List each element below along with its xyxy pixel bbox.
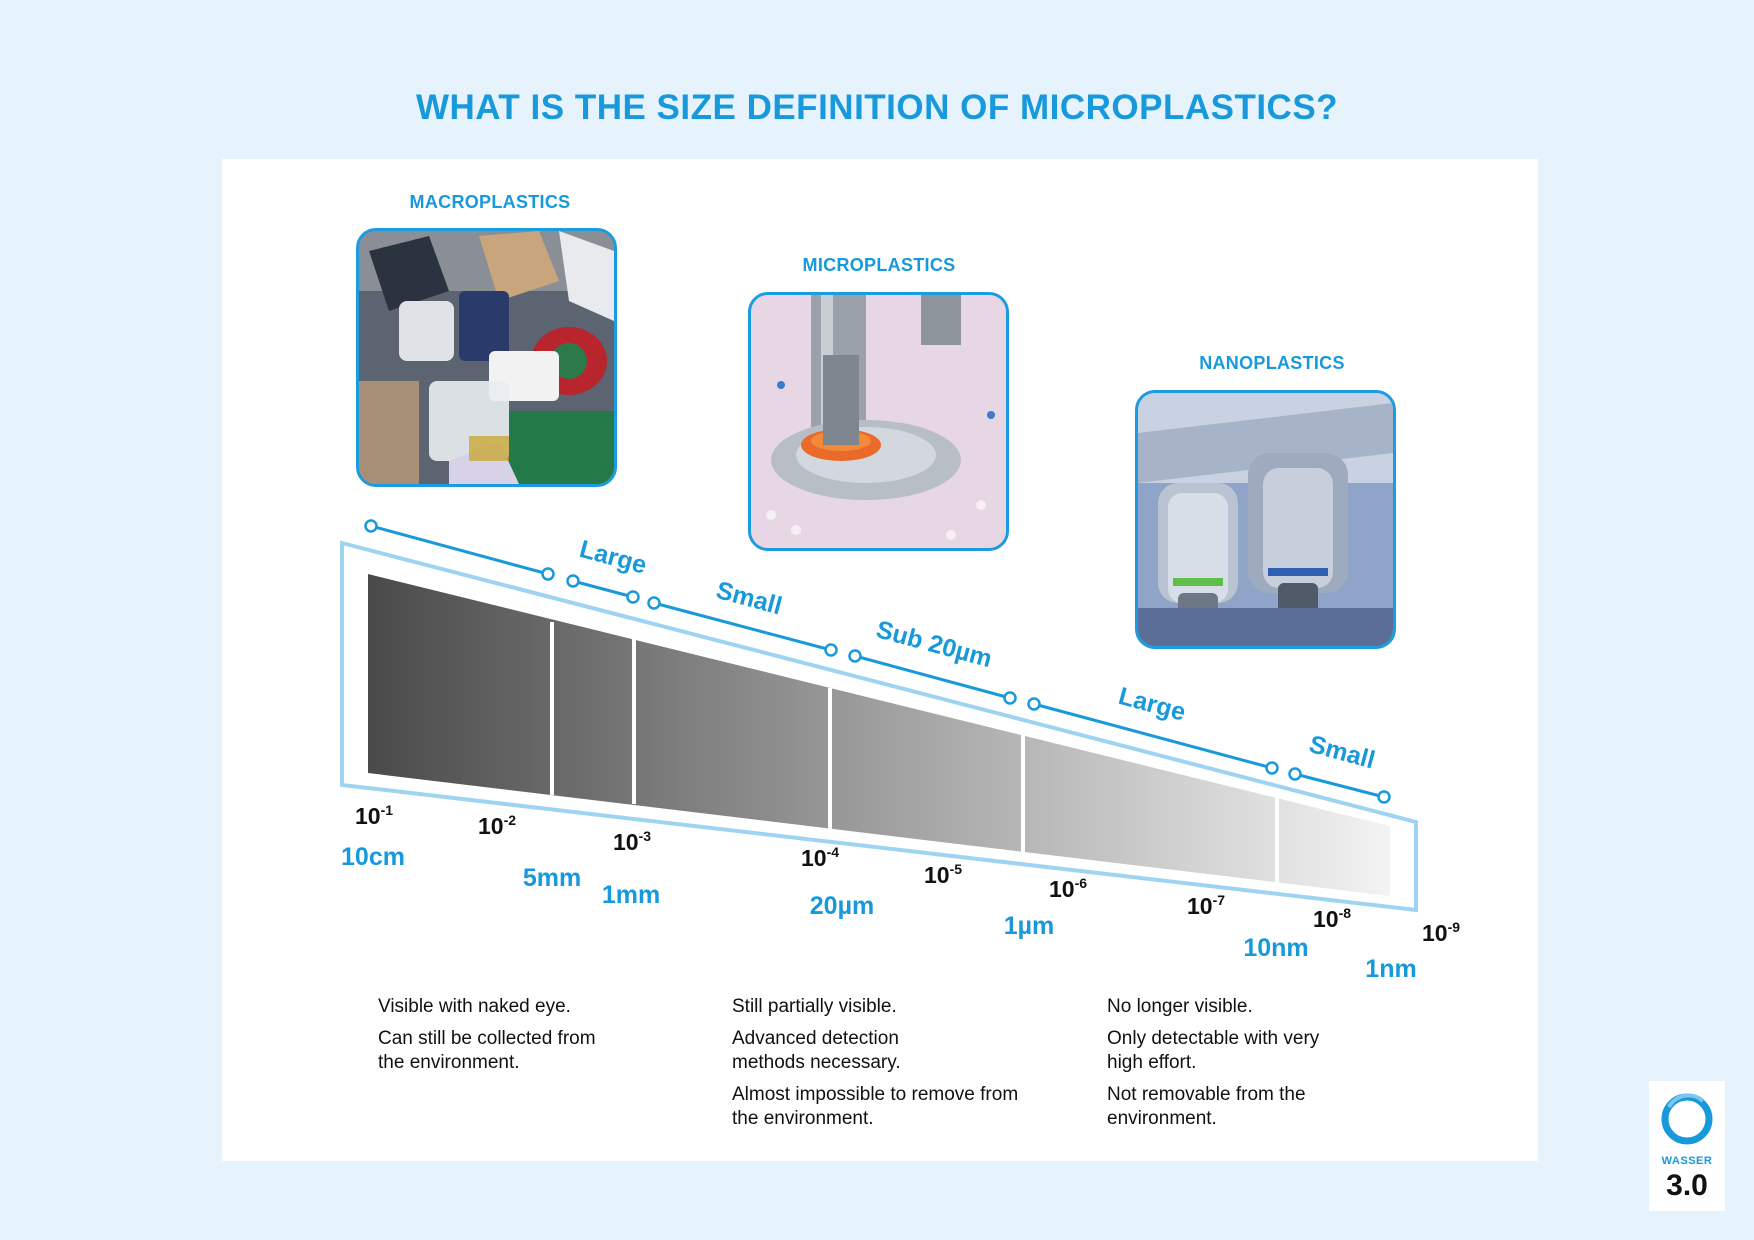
macroplastics-label: MACROPLASTICS <box>409 192 571 212</box>
scale-wedge-gradient <box>368 574 1390 896</box>
exponent-label: 10-8 <box>1313 905 1351 932</box>
exponent-label: 10-2 <box>478 812 516 839</box>
segment-label: Large <box>577 535 650 580</box>
logo-word: WASSER <box>1661 1155 1713 1167</box>
segment-endpoint <box>647 596 661 610</box>
segment-endpoint <box>626 590 640 604</box>
exponent-label: 10-7 <box>1187 892 1225 919</box>
water-ring-icon <box>1661 1093 1713 1145</box>
microplastics-label: MICROPLASTICS <box>802 255 956 275</box>
description-line: Only detectable with very high effort. <box>1107 1028 1320 1073</box>
nanoplastics-description: No longer visible. Only detectable with … <box>1107 995 1407 1139</box>
logo-number: 3.0 <box>1666 1169 1708 1202</box>
exponent-label: 10-4 <box>801 844 839 871</box>
size-label: 1µm <box>1004 912 1055 940</box>
segment-endpoint <box>1027 697 1041 711</box>
size-label: 10nm <box>1243 934 1308 962</box>
exponent-label: 10-6 <box>1049 875 1087 902</box>
segment-endpoint <box>1003 691 1017 705</box>
segment-endpoint <box>1288 767 1302 781</box>
segment-endpoint <box>364 519 378 533</box>
exponent-label: 10-9 <box>1422 919 1460 946</box>
segment-endpoint <box>1265 761 1279 775</box>
description-line: No longer visible. <box>1107 996 1253 1017</box>
segment-line <box>653 601 832 652</box>
exponent-label: 10-5 <box>924 861 962 888</box>
nanoplastics-label: NANOPLASTICS <box>1199 353 1345 373</box>
segment-line <box>370 524 549 576</box>
page-title: WHAT IS THE SIZE DEFINITION OF MICROPLAS… <box>415 88 1339 127</box>
segment-endpoint <box>1377 790 1391 804</box>
segment-label: Small <box>1306 730 1378 774</box>
description-line: Advanced detection methods necessary. <box>732 1028 901 1073</box>
macroplastics-photo <box>356 228 617 487</box>
description-line: Still partially visible. <box>732 996 897 1017</box>
segment-endpoint <box>541 567 555 581</box>
size-label: 10cm <box>341 843 405 871</box>
description-line: Visible with naked eye. <box>378 996 571 1017</box>
segment-endpoint <box>848 649 862 663</box>
microplastics-description: Still partially visible. Advanced detect… <box>732 995 1032 1139</box>
size-label: 1mm <box>602 881 660 909</box>
exponent-label: 10-3 <box>613 828 651 855</box>
macroplastics-description: Visible with naked eye. Can still be col… <box>378 995 678 1083</box>
wasser-logo: WASSER 3.0 <box>1649 1081 1725 1211</box>
nanoplastics-photo <box>1135 390 1396 649</box>
description-line: Not removable from the environment. <box>1107 1084 1306 1129</box>
segment-endpoint <box>824 643 838 657</box>
size-label: 1nm <box>1365 955 1416 983</box>
segment-line <box>854 654 1011 700</box>
segment-label: Small <box>713 576 785 620</box>
segment-label: Large <box>1116 682 1189 727</box>
segment-line <box>1033 702 1273 770</box>
size-label: 20µm <box>810 892 874 920</box>
description-line: Almost impossible to remove from the env… <box>732 1084 1019 1129</box>
description-line: Can still be collected from the environm… <box>378 1028 596 1073</box>
size-label: 5mm <box>523 864 581 892</box>
segment-line <box>1294 772 1385 799</box>
segment-line <box>572 579 634 599</box>
segment-endpoint <box>566 574 580 588</box>
microplastics-photo <box>748 292 1009 551</box>
exponent-label: 10-1 <box>355 802 393 829</box>
